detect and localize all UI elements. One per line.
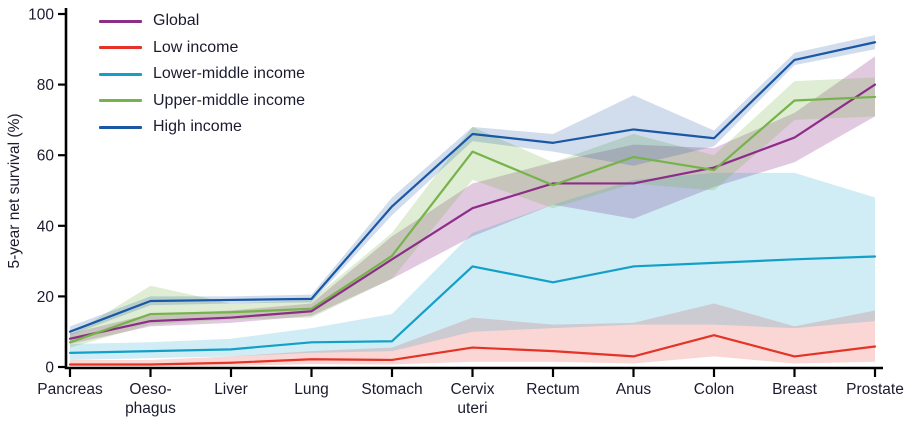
legend-swatch-upper-middle-income-icon [99,99,142,103]
y-tick-label-20: 20 [37,289,55,306]
x-tick-label-lung: Lung [294,381,328,398]
x-tick-label-rectum: Rectum [526,381,579,398]
legend-label-high-income: High income [153,118,242,136]
x-tick-label-prostate: Prostate [846,381,904,398]
x-tick-label-breast: Breast [772,381,817,398]
y-tick-label-100: 100 [28,7,54,24]
line-lower-middle-income [68,255,877,354]
line-global [68,83,877,340]
legend-item-lower-middle-income: Lower-middle income [99,61,305,88]
band-global [70,56,875,345]
legend-swatch-lower-middle-income-icon [99,72,142,76]
legend-item-low-income: Low income [99,35,305,62]
x-tick-label-liver: Liver [214,381,248,398]
line-upper-middle-income [68,95,877,344]
x-tick-label-pancreas: Pancreas [37,381,103,398]
y-axis-title: 5-year net survival (%) [6,113,23,269]
legend-label-lower-middle-income: Lower-middle income [153,65,306,83]
legend-label-upper-middle-income: Upper-middle income [153,91,306,109]
legend-label-low-income: Low income [153,38,239,56]
legend-swatch-low-income-icon [99,46,142,50]
legend-item-high-income: High income [99,114,305,141]
y-tick-label-0: 0 [45,360,54,377]
x-tick-label-cervix-uteri: Cervix [451,381,495,398]
band-high-income [70,35,875,336]
y-tick-label-40: 40 [37,218,55,235]
legend-item-global: Global [99,8,305,35]
x-tick-label-oesophagus: Oeso- [129,381,171,398]
x-tick-label-oesophagus-line2: phagus [125,400,176,417]
y-tick-label-60: 60 [37,148,55,165]
line-high-income [68,41,877,333]
band-upper-middle-income [70,77,875,348]
chart-legend: Global Low income Lower-middle income Up… [99,8,305,141]
x-tick-label-anus: Anus [616,381,652,398]
legend-label-global: Global [153,12,200,30]
legend-swatch-high-income-icon [99,125,142,129]
legend-item-upper-middle-income: Upper-middle income [99,88,305,115]
legend-swatch-global-icon [99,19,142,23]
band-low-income [70,303,875,367]
x-tick-label-stomach: Stomach [361,381,422,398]
x-tick-label-colon: Colon [694,381,735,398]
line-low-income [68,334,877,366]
x-tick-label-cervix-uteri-line2: uteri [457,400,487,417]
y-tick-label-80: 80 [37,77,55,94]
